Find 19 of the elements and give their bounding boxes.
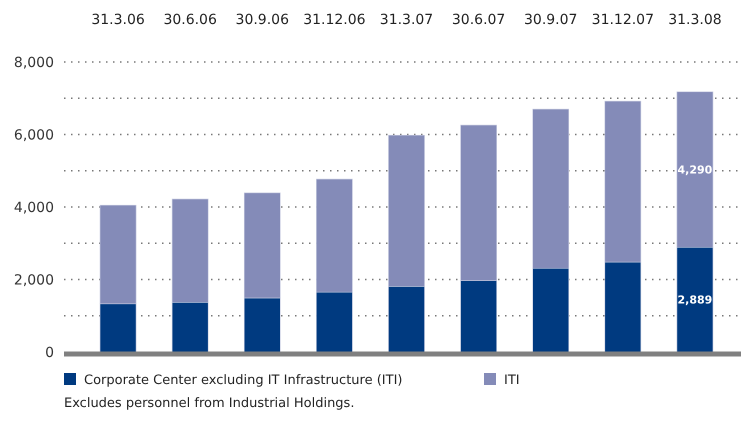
- x-tick-label: 31.3.08: [668, 12, 722, 28]
- x-tick-label: 30.6.07: [452, 12, 506, 28]
- x-tick-label: 31.3.07: [380, 12, 434, 28]
- x-tick-label: 30.9.07: [524, 12, 578, 28]
- y-tick-label: 8,000: [14, 55, 54, 71]
- data-label: 2,889: [678, 294, 712, 307]
- x-tick-label: 30.6.06: [163, 12, 217, 28]
- y-tick-label: 6,000: [14, 128, 54, 144]
- data-label: 4,290: [678, 164, 713, 177]
- text: Excludes personnel from Industrial Holdings.: [64, 396, 354, 411]
- x-tick-label: 31.12.06: [303, 12, 366, 28]
- y-tick-label: 2,000: [14, 272, 54, 288]
- x-tick-label: 31.12.07: [592, 12, 654, 28]
- x-tick-label: 31.3.06: [91, 12, 145, 28]
- y-tick-label: 4,000: [14, 200, 54, 216]
- legend-label: Corporate Center excluding IT Infrastructure (ITI): [84, 373, 402, 388]
- x-tick-label: 30.9.06: [236, 12, 290, 28]
- y-tick-label: 0: [45, 345, 54, 361]
- legend-label: ITI: [504, 373, 520, 388]
